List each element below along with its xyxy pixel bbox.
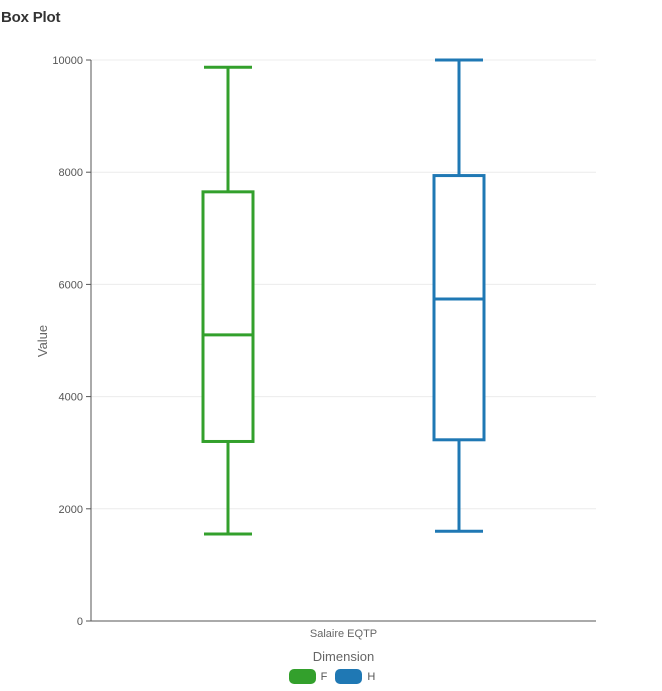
legend-swatch (335, 669, 363, 684)
y-tick-label: 6000 (59, 279, 83, 291)
legend-item-F[interactable]: F (288, 669, 328, 684)
axes (90, 60, 596, 622)
y-tick-label: 10000 (52, 55, 83, 67)
boxes (201, 58, 486, 536)
legend-swatch (288, 669, 316, 684)
y-tick-label: 0 (77, 616, 83, 628)
y-tick-labels: 0 2000 4000 6000 8000 10000 (52, 55, 91, 628)
y-tick-label: 2000 (59, 504, 83, 516)
legend-item-H[interactable]: H (335, 669, 375, 684)
y-axis-label: Value (35, 325, 50, 357)
x-tick-label: Salaire EQTP (310, 628, 377, 640)
legend-title: Dimension (313, 649, 374, 664)
box-F[interactable] (201, 65, 255, 536)
iqr-box (432, 174, 486, 442)
gridlines (91, 59, 596, 510)
box-H[interactable] (432, 58, 486, 533)
legend-label: H (367, 670, 376, 683)
chart-title: Box Plot (1, 9, 61, 26)
iqr-box (201, 190, 255, 443)
y-tick-label: 4000 (59, 392, 83, 404)
y-tick-label: 8000 (59, 167, 83, 179)
legend-label: F (320, 670, 328, 683)
